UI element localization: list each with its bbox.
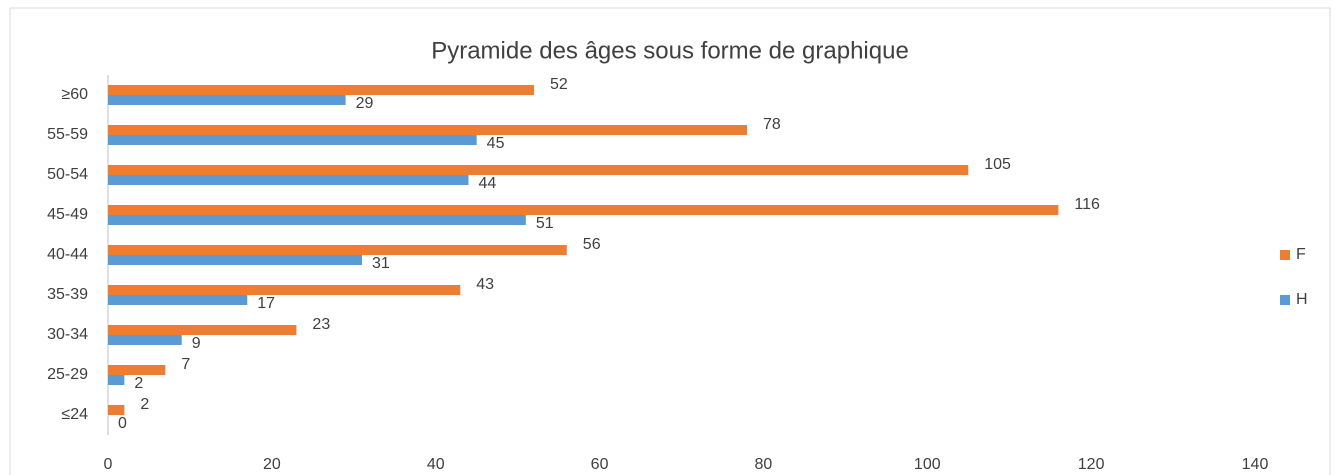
data-label: 2 bbox=[140, 396, 149, 413]
y-tick-label: 25-29 bbox=[47, 366, 88, 383]
chart-title: Pyramide des âges sous forme de graphiqu… bbox=[431, 37, 909, 64]
data-label: 51 bbox=[536, 215, 554, 232]
data-label: 23 bbox=[312, 316, 330, 333]
x-tick-label: 120 bbox=[1078, 456, 1105, 473]
data-label: 45 bbox=[487, 135, 505, 152]
bar bbox=[108, 405, 125, 415]
data-label: 52 bbox=[550, 76, 568, 93]
x-tick-label: 40 bbox=[427, 456, 445, 473]
bar bbox=[108, 95, 346, 105]
y-tick-label: ≥60 bbox=[61, 86, 88, 103]
data-label: 29 bbox=[356, 95, 374, 112]
x-tick-label: 20 bbox=[263, 456, 281, 473]
x-tick-label: 60 bbox=[591, 456, 609, 473]
bar bbox=[108, 245, 567, 255]
data-label: 43 bbox=[476, 276, 494, 293]
y-tick-label: 55-59 bbox=[47, 126, 88, 143]
data-label: 7 bbox=[181, 356, 190, 373]
bar bbox=[108, 375, 125, 385]
legend-label: F bbox=[1296, 246, 1306, 263]
x-tick-label: 140 bbox=[1242, 456, 1269, 473]
data-label: 116 bbox=[1074, 196, 1100, 213]
bar bbox=[108, 85, 535, 95]
legend-swatch bbox=[1280, 250, 1290, 260]
x-tick-label: 80 bbox=[755, 456, 773, 473]
bar bbox=[108, 125, 748, 135]
data-label: 17 bbox=[257, 295, 275, 312]
y-tick-label: 35-39 bbox=[47, 286, 88, 303]
bar bbox=[108, 215, 526, 225]
data-label: 2 bbox=[134, 375, 143, 392]
data-label: 44 bbox=[478, 175, 496, 192]
y-tick-label: 40-44 bbox=[47, 246, 88, 263]
chart-frame bbox=[9, 7, 1331, 475]
bar bbox=[108, 335, 182, 345]
bar bbox=[108, 285, 461, 295]
legend-swatch bbox=[1280, 295, 1290, 305]
y-tick-label: ≤24 bbox=[61, 406, 88, 423]
bar bbox=[108, 325, 297, 335]
data-label: 78 bbox=[763, 116, 781, 133]
bar bbox=[108, 365, 166, 375]
data-label: 31 bbox=[372, 255, 390, 272]
legend-label: H bbox=[1296, 291, 1308, 308]
x-tick-label: 100 bbox=[914, 456, 941, 473]
bar bbox=[108, 165, 969, 175]
data-label: 0 bbox=[118, 415, 127, 432]
y-tick-label: 50-54 bbox=[47, 166, 88, 183]
x-tick-label: 0 bbox=[104, 456, 113, 473]
y-tick-label: 30-34 bbox=[47, 326, 88, 343]
data-label: 9 bbox=[192, 335, 201, 352]
y-tick-label: 45-49 bbox=[47, 206, 88, 223]
bar bbox=[108, 255, 362, 265]
data-label: 105 bbox=[984, 156, 1011, 173]
bar bbox=[108, 175, 469, 185]
data-label: 56 bbox=[583, 236, 601, 253]
bar bbox=[108, 135, 477, 145]
bar bbox=[108, 295, 248, 305]
bar bbox=[108, 205, 1059, 215]
